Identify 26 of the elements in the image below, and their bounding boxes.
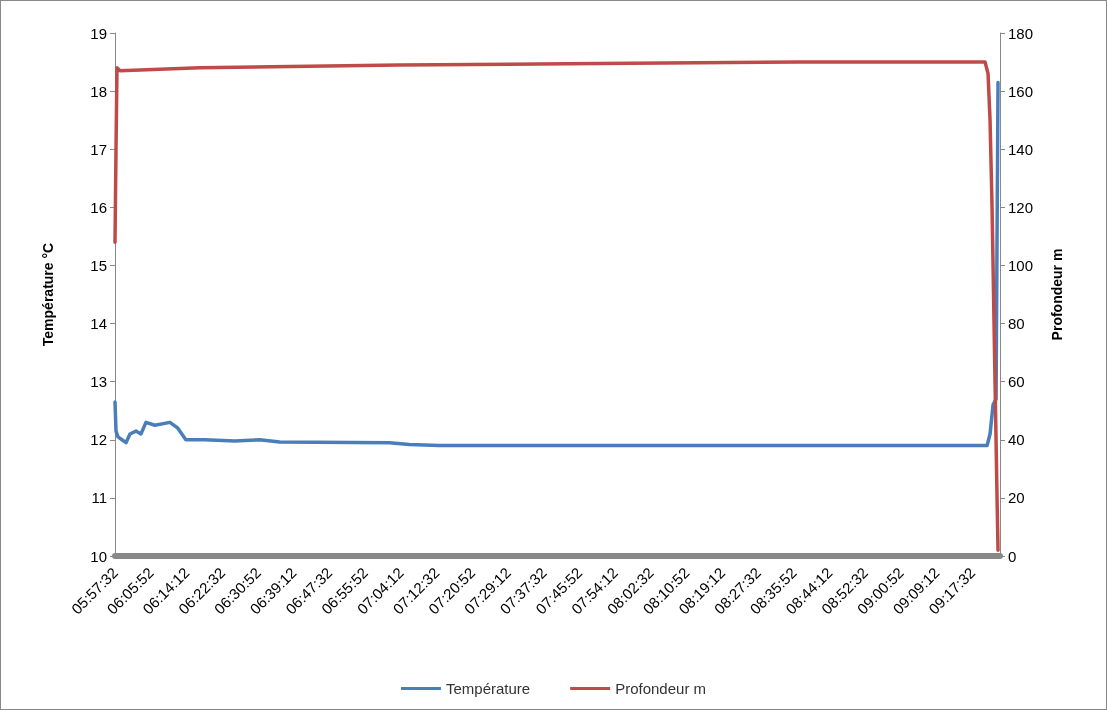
legend-label: Profondeur m [615,680,707,697]
y-tick-label: 18 [90,82,107,100]
y-tick-label: 12 [90,431,107,449]
y2-tick-label: 60 [1008,373,1025,391]
y2-tick-label: 160 [1008,82,1034,100]
y-tick-label: 10 [90,547,107,565]
y-tick-label: 19 [90,24,107,42]
y-tick-label: 15 [90,256,107,274]
y2-tick-label: 80 [1008,315,1025,333]
y-axis-title: Température °C [40,242,56,347]
y2-tick-label: 40 [1008,431,1025,449]
y2-tick-label: 100 [1008,256,1034,274]
y-tick-label: 13 [90,373,107,391]
line-series [113,60,1000,552]
y-tick-label: 14 [90,315,107,333]
legend-label: Température [445,680,531,697]
y2-tick-label: 0 [1008,547,1017,565]
y-tick-label: 11 [91,489,107,507]
y2-axis-title: Profondeur m [1049,248,1065,341]
y-tick-label: 17 [90,140,107,158]
y-tick-label: 16 [90,198,107,216]
line-series [113,80,1000,448]
y2-tick-label: 180 [1008,24,1034,42]
y2-tick-label: 20 [1008,489,1025,507]
y2-tick-label: 140 [1008,140,1034,158]
y2-tick-label: 120 [1008,198,1034,216]
